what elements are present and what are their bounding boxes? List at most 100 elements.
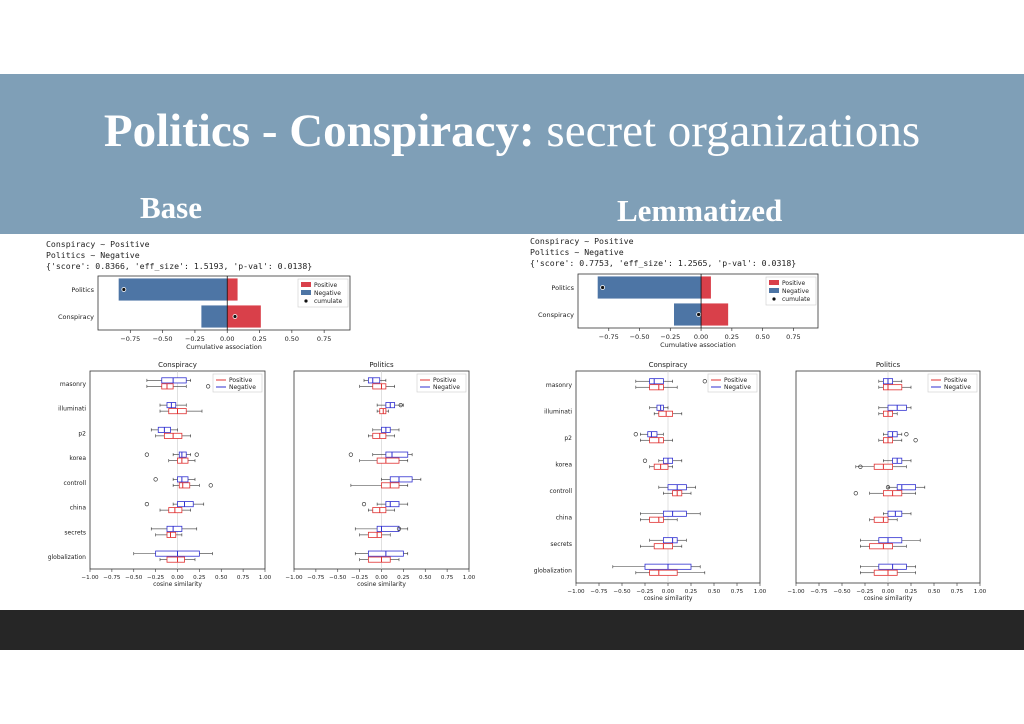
lemmatized-association-chart: Politics Conspiracy −0.75 −0.50 −0.25 0.00 0.2… (538, 273, 819, 349)
x-tick-label: 1.00 (974, 589, 987, 595)
category-label: illuminati (58, 406, 86, 413)
negative-bar (674, 303, 702, 326)
x-tick-label: −0.50 (329, 575, 347, 581)
negative-outlier (348, 452, 353, 457)
x-tick-label: 0.50 (285, 335, 299, 343)
cumulate-point (600, 285, 606, 290)
negative-outlier (702, 379, 707, 384)
boxplot-title: Politics (876, 361, 901, 369)
negative-outlier (885, 485, 891, 490)
x-tick-label: −0.75 (120, 335, 140, 343)
positive-box (649, 437, 664, 444)
base-panel: Conspiracy ~ Positive Politics ~ Negative… (40, 234, 480, 610)
category-label: korea (69, 455, 86, 462)
x-tick-label: −0.75 (103, 575, 121, 581)
x-tick-label: −1.00 (285, 575, 303, 581)
x-tick-label: 0.75 (731, 589, 744, 595)
x-tick-label: −0.50 (630, 333, 650, 341)
x-tick-label: 0.25 (397, 575, 410, 581)
left-heading: Base (140, 190, 202, 225)
positive-box (367, 531, 382, 538)
x-tick-label: 0.50 (708, 589, 721, 595)
boxplot-title: Conspiracy (158, 361, 197, 369)
positive-box (649, 516, 664, 523)
positive-outlier (853, 491, 858, 496)
negative-outlier (398, 403, 403, 408)
positive-box (178, 482, 191, 489)
legend-positive-swatch (301, 282, 311, 287)
positive-box (372, 383, 387, 390)
negative-box (896, 484, 916, 491)
right-heading: Lemmatized (617, 193, 783, 228)
x-tick-label: −0.50 (613, 589, 631, 595)
y-tick-label: Conspiracy (538, 311, 574, 319)
x-tick-label: −0.25 (856, 589, 874, 595)
x-tick-label: −0.25 (351, 575, 369, 581)
negative-box (662, 510, 687, 517)
positive-box (376, 457, 400, 464)
positive-box (649, 384, 664, 391)
legend-label: Positive (314, 282, 337, 289)
negative-box (376, 525, 400, 532)
negative-outlier (396, 526, 402, 531)
lemmatized-conspiracy-boxplot: Conspiracy masonry illuminati p2 korea contro… (534, 361, 767, 602)
x-axis-label: cosine similarity (644, 595, 693, 602)
category-label: masonry (60, 381, 87, 388)
negative-box (177, 501, 194, 508)
positive-box (367, 556, 391, 563)
x-tick-label: −1.00 (567, 589, 585, 595)
x-tick-label: 0.00 (220, 335, 234, 343)
positive-box (166, 556, 185, 563)
positive-box (869, 543, 893, 550)
positive-box (883, 384, 903, 391)
negative-outlier (144, 502, 149, 507)
category-label: secrets (64, 529, 86, 536)
x-axis-label: cosine similarity (153, 581, 202, 588)
legend-label: cumulate (782, 296, 810, 303)
negative-box (389, 476, 413, 483)
y-tick-label: Conspiracy (58, 313, 94, 321)
negative-outlier (633, 432, 638, 437)
positive-outlier (858, 464, 863, 469)
x-axis-label: Cumulative association (186, 343, 262, 351)
plot-frame (577, 273, 819, 329)
slide-title-rest: secret organizations (534, 105, 921, 157)
stats-line: Conspiracy ~ Positive (46, 239, 150, 249)
lemmatized-panel: Conspiracy ~ Positive Politics ~ Negative… (522, 234, 1002, 610)
positive-bar (227, 305, 261, 328)
stats-line: {'score': 0.8366, 'eff_size': 1.5193, 'p… (46, 261, 313, 271)
negative-bar (597, 276, 702, 299)
negative-outlier (361, 502, 367, 507)
negative-box (647, 431, 658, 438)
positive-outlier (913, 438, 918, 443)
slide-title-bold: Politics - Conspiracy: (103, 105, 535, 157)
category-label: secrets (550, 541, 572, 548)
negative-box (649, 378, 664, 385)
lemmatized-politics-boxplot: Politics −1.00 −0.75 −0.50 −0.25 0.00 0.25 0.50… (787, 361, 987, 602)
boxplot-title: Politics (369, 361, 394, 369)
x-tick-label: 0.50 (419, 575, 432, 581)
x-tick-label: −0.75 (599, 333, 619, 341)
category-label: controll (64, 480, 87, 487)
positive-bar (227, 278, 238, 301)
x-tick-label: 1.00 (754, 589, 767, 595)
x-tick-label: −0.25 (185, 335, 205, 343)
stats-line: Politics ~ Negative (530, 247, 624, 257)
boxplot-title: Conspiracy (649, 361, 688, 369)
category-label: controll (550, 488, 573, 495)
legend-label: cumulate (314, 298, 342, 305)
x-tick-label: −0.25 (660, 333, 680, 341)
negative-box (161, 377, 187, 384)
bottom-bar (0, 610, 1024, 650)
x-tick-label: −0.75 (810, 589, 828, 595)
positive-outlier (206, 384, 211, 389)
x-tick-label: 0.75 (237, 575, 250, 581)
cumulate-point (232, 314, 238, 319)
lemmatized-stats-text: Conspiracy ~ Positive Politics ~ Negative… (530, 236, 796, 269)
x-tick-label: −0.50 (833, 589, 851, 595)
x-tick-label: 1.00 (463, 575, 476, 581)
x-tick-label: −1.00 (81, 575, 99, 581)
category-label: p2 (78, 430, 86, 437)
negative-box (177, 476, 189, 483)
x-tick-label: 0.00 (662, 589, 675, 595)
